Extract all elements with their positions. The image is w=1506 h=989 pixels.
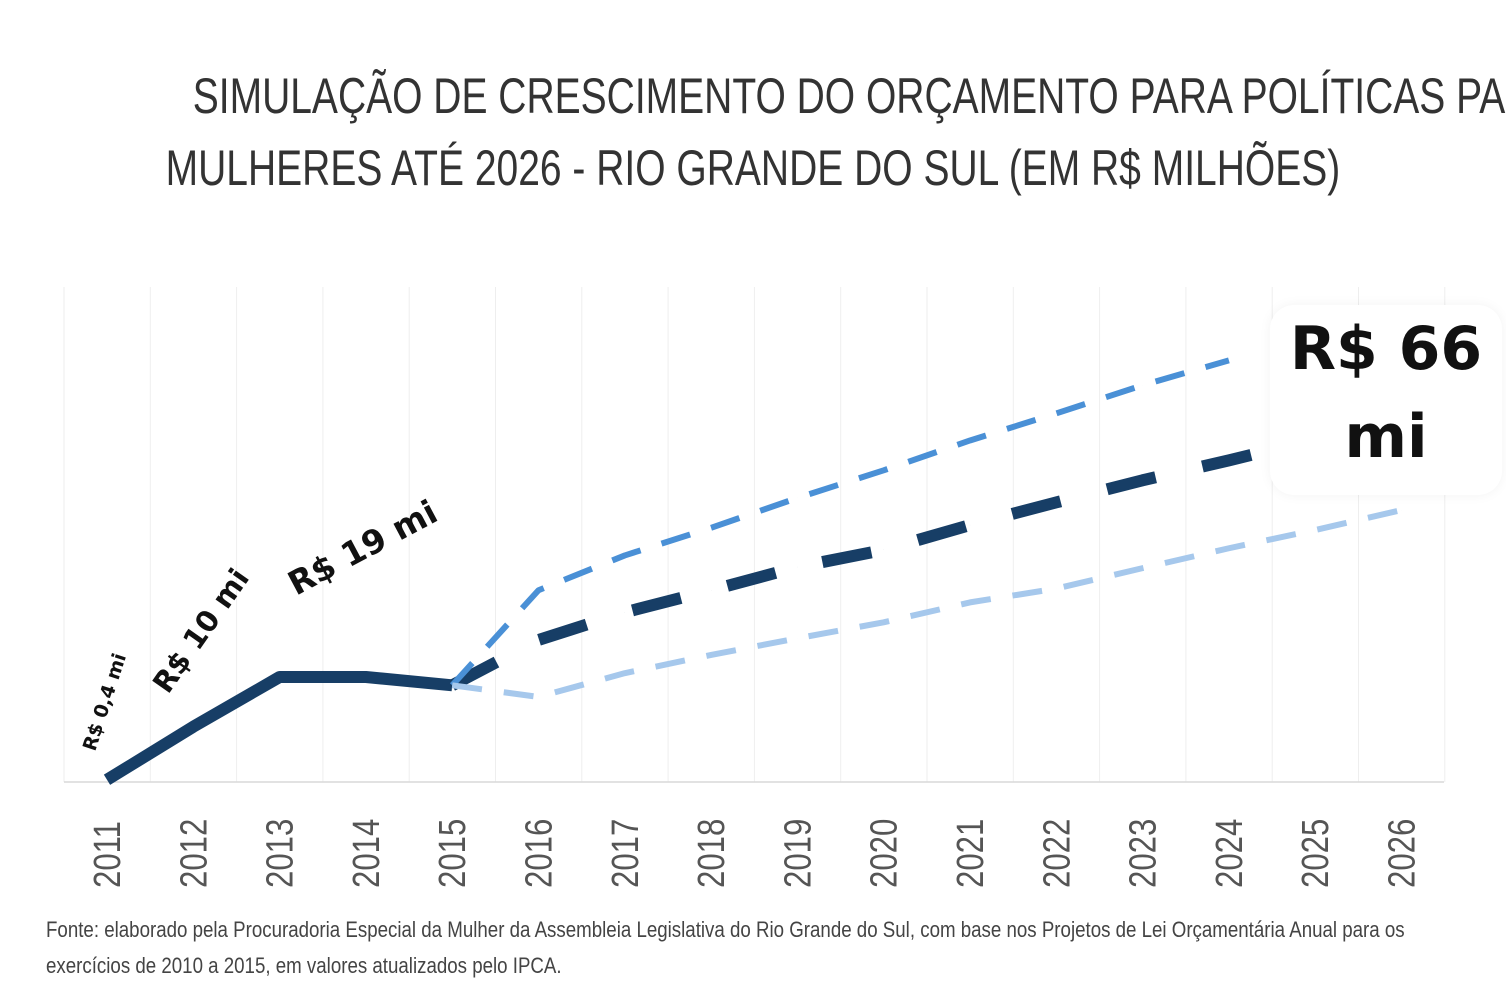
annotation-2026: R$ 66 mi (1270, 305, 1502, 495)
x-tick-label: 2014 (346, 819, 388, 888)
x-tick-label: 2019 (778, 819, 820, 888)
annotation-2012: R$ 10 mi (146, 562, 256, 699)
annotation-2026-line1: R$ 66 (1289, 314, 1483, 384)
series-line-2 (449, 357, 1230, 688)
chart-title: SIMULAÇÃO DE CRESCIMENTO DO ORÇAMENTO PA… (0, 60, 1506, 204)
x-tick-label: 2025 (1295, 819, 1337, 888)
x-tick-label: 2022 (1036, 819, 1078, 888)
x-tick-label: 2024 (1209, 819, 1251, 888)
x-tick-label: 2013 (260, 819, 302, 888)
x-tick-label: 2015 (432, 819, 474, 888)
title-line-1: SIMULAÇÃO DE CRESCIMENTO DO ORÇAMENTO PA… (192, 68, 1506, 124)
annotation-2011: R$ 0,4 mi (79, 651, 131, 754)
series-line-3 (451, 507, 1403, 700)
x-tick-label: 2023 (1123, 819, 1165, 888)
source-note: Fonte: elaborado pela Procuradoria Espec… (46, 917, 1405, 978)
x-tick-label: 2016 (519, 819, 561, 888)
x-tick-label: 2021 (950, 819, 992, 888)
x-tick-label: 2012 (173, 819, 215, 888)
x-tick-label: 2018 (691, 819, 733, 888)
x-tick-label: 2011 (87, 821, 129, 888)
x-tick-label: 2020 (864, 819, 906, 888)
x-tick-label: 2017 (605, 819, 647, 888)
series-line-1 (449, 411, 1403, 691)
annotation-2013: R$ 19 mi (281, 492, 443, 603)
annotation-2026-line2: mi (1344, 402, 1428, 472)
title-line-2: MULHERES ATÉ 2026 - RIO GRANDE DO SUL (E… (165, 140, 1341, 196)
series-line-0 (103, 671, 453, 785)
x-tick-label: 2026 (1382, 819, 1424, 888)
